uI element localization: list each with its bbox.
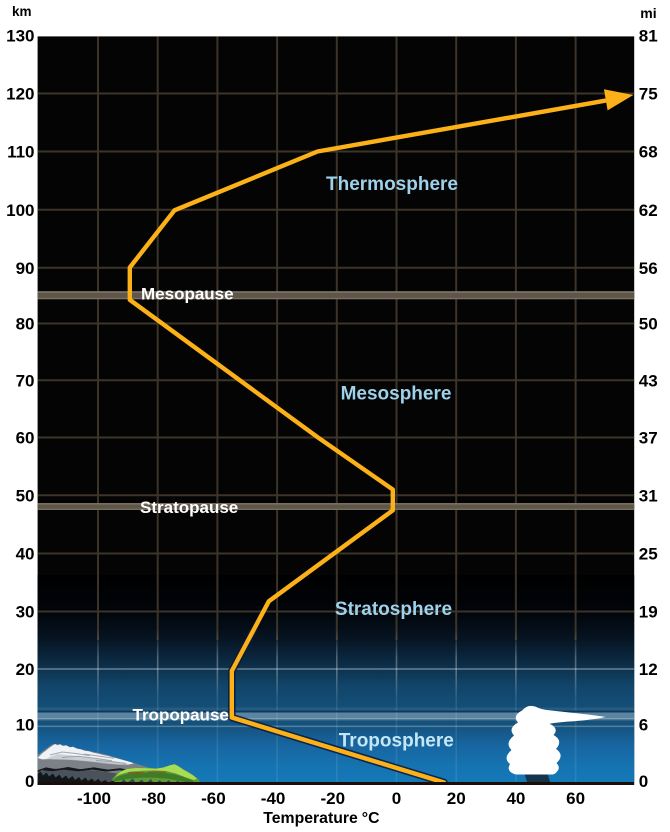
svg-text:70: 70 xyxy=(16,371,35,390)
svg-text:Thermosphere: Thermosphere xyxy=(326,174,458,195)
svg-text:30: 30 xyxy=(16,603,35,622)
svg-text:100: 100 xyxy=(6,201,34,220)
svg-text:Tropopause: Tropopause xyxy=(133,706,229,725)
svg-text:130: 130 xyxy=(6,27,34,46)
svg-text:40: 40 xyxy=(506,789,525,808)
svg-text:80: 80 xyxy=(16,315,35,334)
svg-text:120: 120 xyxy=(6,85,34,104)
svg-text:Stratopause: Stratopause xyxy=(140,498,238,517)
svg-text:0: 0 xyxy=(639,772,648,791)
svg-text:km: km xyxy=(12,4,32,19)
svg-text:75: 75 xyxy=(639,85,658,104)
svg-text:Mesosphere: Mesosphere xyxy=(341,384,452,405)
svg-text:19: 19 xyxy=(639,603,658,622)
svg-text:-100: -100 xyxy=(77,789,111,808)
svg-text:20: 20 xyxy=(447,789,466,808)
svg-text:25: 25 xyxy=(639,545,658,564)
svg-text:0: 0 xyxy=(392,789,401,808)
svg-text:-20: -20 xyxy=(321,789,346,808)
svg-text:Stratosphere: Stratosphere xyxy=(335,599,452,620)
svg-text:40: 40 xyxy=(16,545,35,564)
svg-text:50: 50 xyxy=(16,486,35,505)
svg-text:°C: °C xyxy=(362,810,380,827)
svg-text:37: 37 xyxy=(639,429,658,448)
svg-text:Temperature: Temperature xyxy=(263,810,358,827)
svg-text:60: 60 xyxy=(16,429,35,448)
svg-text:-60: -60 xyxy=(201,789,226,808)
svg-text:81: 81 xyxy=(639,27,658,46)
svg-text:62: 62 xyxy=(639,201,658,220)
svg-text:56: 56 xyxy=(639,259,658,278)
svg-text:Mesopause: Mesopause xyxy=(141,285,234,304)
svg-text:-40: -40 xyxy=(261,789,286,808)
svg-text:20: 20 xyxy=(16,660,35,679)
svg-text:50: 50 xyxy=(639,315,658,334)
svg-text:mi: mi xyxy=(640,5,656,21)
svg-text:Troposphere: Troposphere xyxy=(339,731,454,752)
svg-text:12: 12 xyxy=(639,660,658,679)
svg-text:68: 68 xyxy=(639,143,658,162)
svg-text:10: 10 xyxy=(16,716,35,735)
svg-text:0: 0 xyxy=(25,772,34,791)
svg-text:43: 43 xyxy=(639,371,658,390)
svg-text:60: 60 xyxy=(566,789,585,808)
svg-text:6: 6 xyxy=(639,716,648,735)
svg-text:-80: -80 xyxy=(141,789,166,808)
svg-text:31: 31 xyxy=(639,486,658,505)
svg-text:90: 90 xyxy=(16,259,35,278)
svg-text:110: 110 xyxy=(7,143,34,162)
